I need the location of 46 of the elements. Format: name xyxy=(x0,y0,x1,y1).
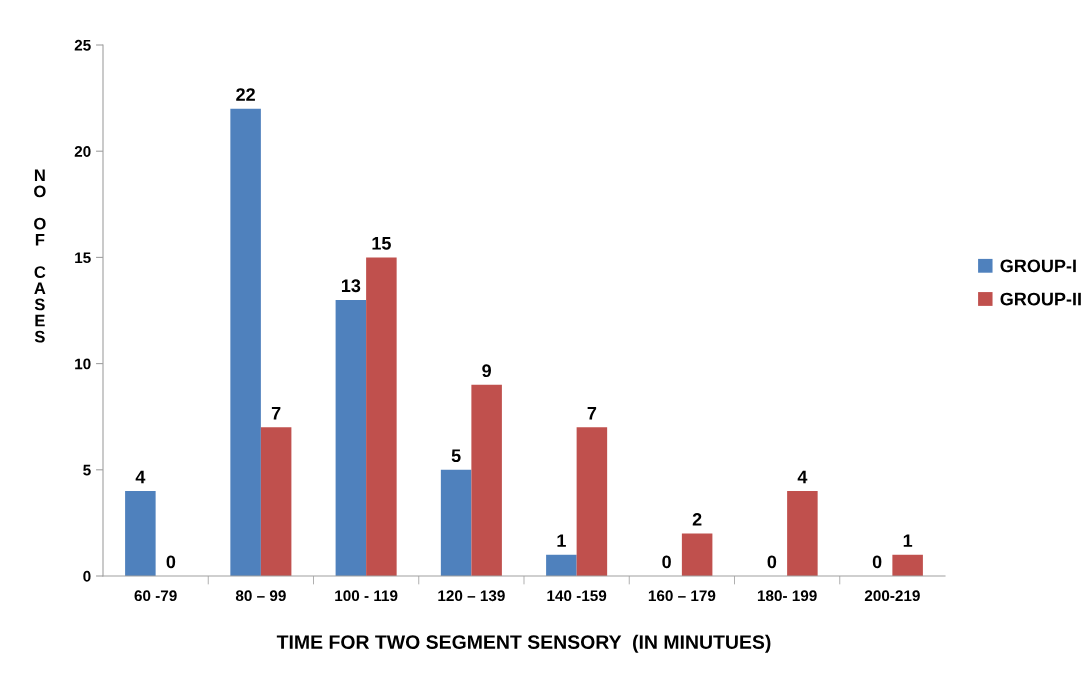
bar xyxy=(892,554,923,576)
y-tick-label: 5 xyxy=(83,464,91,476)
data-label: 7 xyxy=(271,406,281,420)
y-tick-label: 0 xyxy=(83,570,91,582)
text: NO OF CASES xyxy=(34,169,46,343)
bar xyxy=(471,384,502,576)
data-label: 13 xyxy=(341,279,361,293)
x-tick-label: 60 -79 xyxy=(134,590,177,602)
bar xyxy=(440,469,472,576)
bar xyxy=(335,299,367,576)
data-label: 0 xyxy=(767,555,777,569)
bar xyxy=(260,427,292,576)
x-tick-label: 180- 199 xyxy=(757,590,817,602)
y-tick-label: 20 xyxy=(74,146,91,157)
x-tick-label: 160 – 179 xyxy=(648,590,716,602)
y-tick-label: 25 xyxy=(74,39,91,51)
data-label: 4 xyxy=(135,470,146,484)
x-tick-label: 100 - 119 xyxy=(335,590,398,602)
data-label: 4 xyxy=(797,470,808,484)
y-tick-label: 10 xyxy=(75,358,91,370)
bar xyxy=(366,257,397,576)
bar xyxy=(230,108,261,576)
x-tick-label: 140 -159 xyxy=(547,590,607,602)
legend-label: GROUP-I xyxy=(1000,259,1076,273)
data-label: 7 xyxy=(587,406,597,420)
bar xyxy=(576,427,608,576)
data-label: 9 xyxy=(482,364,491,378)
data-label: 0 xyxy=(872,555,882,569)
data-label: 15 xyxy=(372,237,391,250)
x-tick-label: 120 – 139 xyxy=(438,590,505,602)
bar xyxy=(125,491,156,576)
bar xyxy=(546,554,577,576)
y-tick-label: 15 xyxy=(75,252,91,264)
data-label: 5 xyxy=(451,449,461,463)
data-label: 1 xyxy=(557,534,566,547)
data-label: 22 xyxy=(236,88,255,101)
data-label: 0 xyxy=(662,555,671,569)
x-tick-label: 200-219 xyxy=(864,590,920,602)
x-axis-title: TIME FOR TWO SEGMENT SENSORY (IN MINUTUES) xyxy=(276,634,771,653)
data-label: 0 xyxy=(166,555,176,569)
bar xyxy=(681,533,713,576)
x-tick-label: 80 – 99 xyxy=(235,590,286,602)
data-label: 1 xyxy=(903,534,913,547)
legend-label: GROUP-II xyxy=(1000,292,1081,306)
data-label: 2 xyxy=(692,513,702,526)
bar xyxy=(787,491,818,576)
